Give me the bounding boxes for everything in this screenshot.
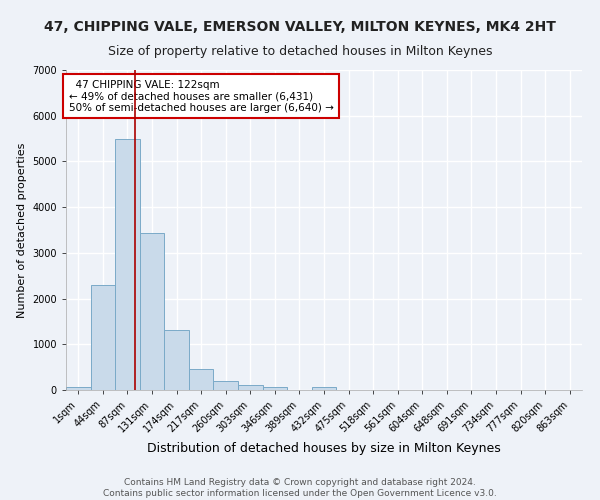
Text: 47, CHIPPING VALE, EMERSON VALLEY, MILTON KEYNES, MK4 2HT: 47, CHIPPING VALE, EMERSON VALLEY, MILTO…: [44, 20, 556, 34]
Bar: [214, 382, 238, 390]
Bar: [238, 385, 263, 390]
Bar: [91, 285, 115, 390]
X-axis label: Distribution of detached houses by size in Milton Keynes: Distribution of detached houses by size …: [147, 442, 501, 456]
Bar: [140, 233, 164, 390]
Bar: [66, 386, 91, 390]
Text: Contains HM Land Registry data © Crown copyright and database right 2024.
Contai: Contains HM Land Registry data © Crown c…: [103, 478, 497, 498]
Y-axis label: Number of detached properties: Number of detached properties: [17, 142, 27, 318]
Bar: [164, 330, 189, 390]
Text: 47 CHIPPING VALE: 122sqm  
← 49% of detached houses are smaller (6,431)
50% of s: 47 CHIPPING VALE: 122sqm ← 49% of detach…: [68, 80, 334, 113]
Bar: [312, 387, 336, 390]
Bar: [115, 138, 140, 390]
Text: Size of property relative to detached houses in Milton Keynes: Size of property relative to detached ho…: [108, 45, 492, 58]
Bar: [189, 369, 214, 390]
Bar: [263, 387, 287, 390]
